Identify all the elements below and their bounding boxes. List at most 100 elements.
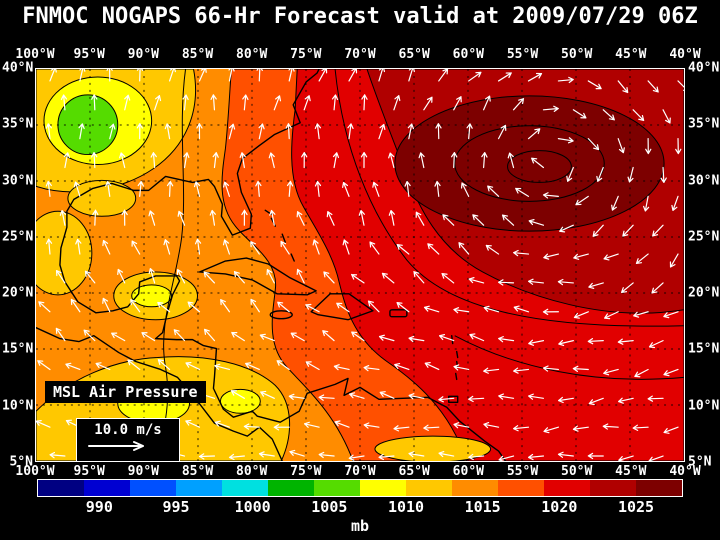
wind-arrow [360,151,368,169]
wind-arrow [194,238,202,255]
longitude-tick-bottom: 50°W [561,464,593,479]
grid-lines [36,69,684,461]
wind-arrow [378,453,395,461]
wind-arrow [671,195,679,211]
wind-arrow [303,421,320,428]
wind-arrow [487,185,500,197]
wind-arrow [663,368,679,377]
wind-arrow [241,209,248,226]
wind-arrow [648,455,664,461]
wind-arrow [259,333,275,342]
wind-scale-arrow-icon [88,441,144,451]
wind-arrow [485,244,500,255]
longitude-tick-bottom: 70°W [344,464,376,479]
wind-arrow [434,180,441,197]
chart-title: FNMOC NOGAPS 66-Hr Forecast valid at 200… [22,4,698,29]
wind-arrow [136,123,143,140]
colorbar-segment [406,480,452,496]
wind-arrow [109,123,116,140]
colorbar-segment [452,480,498,496]
latitude-tick-right: 35°N [688,116,720,132]
latitude-tick-right: 40°N [688,60,720,76]
longitude-tick-top: 90°W [127,47,159,62]
wind-arrow [136,69,144,82]
longitude-tick-top: 80°W [236,47,268,62]
wind-arrow [528,219,545,226]
colorbar-segment [222,480,268,496]
wind-arrow [627,166,634,183]
wind-arrow [55,269,66,284]
wind-arrow [588,282,604,289]
wind-arrow [559,224,574,233]
colorbar-unit: mb [350,517,370,535]
wind-arrow [507,152,515,169]
wind-arrow [349,392,365,399]
colorbar-segment [130,480,176,496]
wind-arrow [95,362,111,371]
wind-arrow [602,423,619,430]
wind-arrow [647,395,664,402]
wind-arrow [164,123,171,140]
wind-arrow [289,449,305,457]
colorbar-tick-label: 1000 [234,498,271,516]
wind-arrow [222,239,231,255]
wind-arrow [312,239,320,255]
wind-arrow [557,137,574,144]
wind-arrow [603,253,619,261]
wind-arrow [342,181,350,197]
wind-arrow [527,128,541,140]
wind-arrow [318,451,335,459]
wind-arrow [497,72,512,82]
wind-arrow [173,329,186,342]
latitude-tick-left: 30°N [2,173,34,189]
wind-arrow [438,334,455,342]
wind-arrow [413,271,425,284]
wind-arrow [460,182,470,197]
wind-arrow [363,422,380,429]
wind-arrow [531,157,545,169]
wind-arrow [393,95,401,111]
wind-arrow [438,69,449,82]
wind-arrow [645,138,652,155]
wind-arrow [121,209,128,226]
wind-arrow [557,278,574,286]
wind-arrow [483,421,500,429]
wind-arrow [106,69,113,82]
wind-arrow [468,277,485,284]
wind-arrow [634,368,649,378]
wind-arrow [78,123,85,140]
wind-arrow [214,363,231,371]
wind-arrow [196,123,203,140]
wind-arrow [38,301,51,313]
extra-contour-lines [153,69,684,461]
longitude-tick-bottom: 100°W [15,464,55,479]
wind-arrow [314,123,322,140]
wind-arrow [305,361,320,371]
wind-arrow [587,138,600,151]
field-label: MSL Air Pressure [45,381,206,403]
wind-arrow [587,80,602,90]
wind-arrow [378,123,386,140]
wind-arrow [566,166,574,182]
wind-arrow [423,96,433,111]
wind-scale-box: 10.0 m/s [76,418,180,462]
wind-arrow [45,180,52,197]
wind-arrow [423,305,440,313]
wind-arrow [326,211,335,226]
wind-arrow [331,94,339,111]
wind-arrow [55,327,66,342]
wind-arrow [91,94,98,111]
wind-arrow [604,311,619,320]
wind-arrow [361,94,368,111]
wind-arrow [451,151,458,169]
longitude-tick-top: 75°W [290,47,322,62]
wind-arrow [498,336,515,343]
wind-arrow [453,96,462,111]
wind-arrow [137,180,144,197]
longitude-tick-bottom: 40°W [669,464,701,479]
wind-arrow [573,311,589,319]
wind-arrow [60,94,68,111]
latitude-tick-right: 30°N [688,173,720,189]
colorbar-segment [636,480,682,496]
wind-arrow [388,152,395,169]
